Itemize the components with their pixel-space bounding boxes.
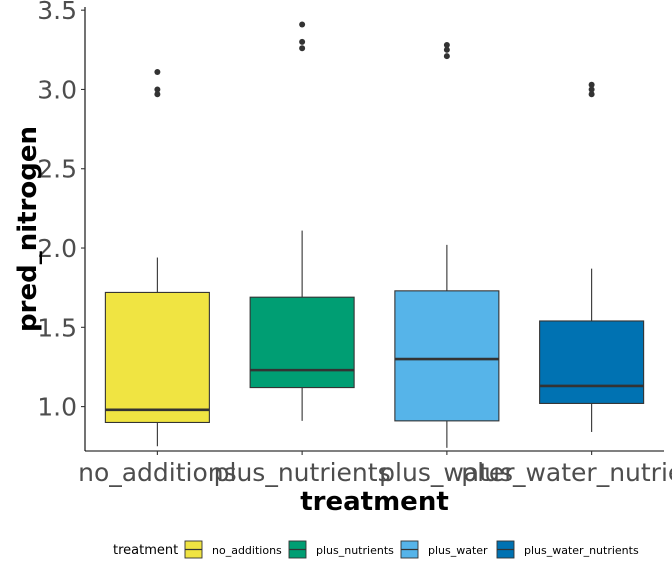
outlier-point xyxy=(443,42,450,49)
outlier-point xyxy=(443,53,450,60)
outlier-point xyxy=(154,86,161,93)
y-axis-title: pred_nitrogen xyxy=(13,126,43,332)
outlier-point xyxy=(154,91,161,98)
outlier-point xyxy=(588,81,595,88)
box-iqr xyxy=(104,291,210,424)
y-axis: 1.0 1.5 2.0 2.5 3.0 3.5 xyxy=(37,0,86,451)
x-axis: no_additionsplus_nutrientsplus_waterplus… xyxy=(78,450,672,487)
box-plus_water xyxy=(394,42,500,448)
y-tick-label: 2.5 xyxy=(37,155,77,184)
x-tick-label: plus_water xyxy=(379,458,515,487)
outlier-point xyxy=(154,69,161,76)
x-axis-title: treatment xyxy=(300,487,449,517)
plot-panel xyxy=(104,21,645,448)
outlier-point xyxy=(588,91,595,98)
legend-item-plus_water: plus_water xyxy=(400,540,488,559)
legend-label: plus_water xyxy=(428,544,488,557)
y-tick-label: 1.0 xyxy=(37,393,77,422)
legend-item-plus_water_nutrients: plus_water_nutrients xyxy=(496,540,639,559)
legend-label: no_additions xyxy=(212,544,282,557)
box-no_additions xyxy=(104,69,210,447)
box-iqr xyxy=(394,290,500,422)
x-tick-label: no_additions xyxy=(78,458,237,487)
y-tick-label: 3.0 xyxy=(37,75,77,104)
outlier-point xyxy=(443,46,450,53)
y-tick-label: 3.5 xyxy=(37,0,77,25)
legend-item-no_additions: no_additions xyxy=(184,540,282,559)
box-iqr xyxy=(539,320,645,404)
legend: treatment no_additions plus_nutrients plus… xyxy=(113,540,639,559)
x-tick-label: plus_water_nutrients xyxy=(461,458,672,487)
box-iqr xyxy=(249,296,355,389)
outlier-point xyxy=(299,45,306,52)
legend-title: treatment xyxy=(113,543,178,558)
outlier-point xyxy=(588,86,595,93)
box-plus_nutrients xyxy=(249,21,355,421)
legend-label: plus_water_nutrients xyxy=(524,544,639,557)
outlier-point xyxy=(299,38,306,45)
x-tick-label: plus_nutrients xyxy=(214,458,391,487)
y-tick-label: 1.5 xyxy=(37,313,77,342)
box-plus_water_nutrients xyxy=(539,81,645,432)
legend-label: plus_nutrients xyxy=(316,544,394,557)
outlier-point xyxy=(299,21,306,28)
legend-item-plus_nutrients: plus_nutrients xyxy=(288,540,394,559)
y-tick-label: 2.0 xyxy=(37,234,77,263)
